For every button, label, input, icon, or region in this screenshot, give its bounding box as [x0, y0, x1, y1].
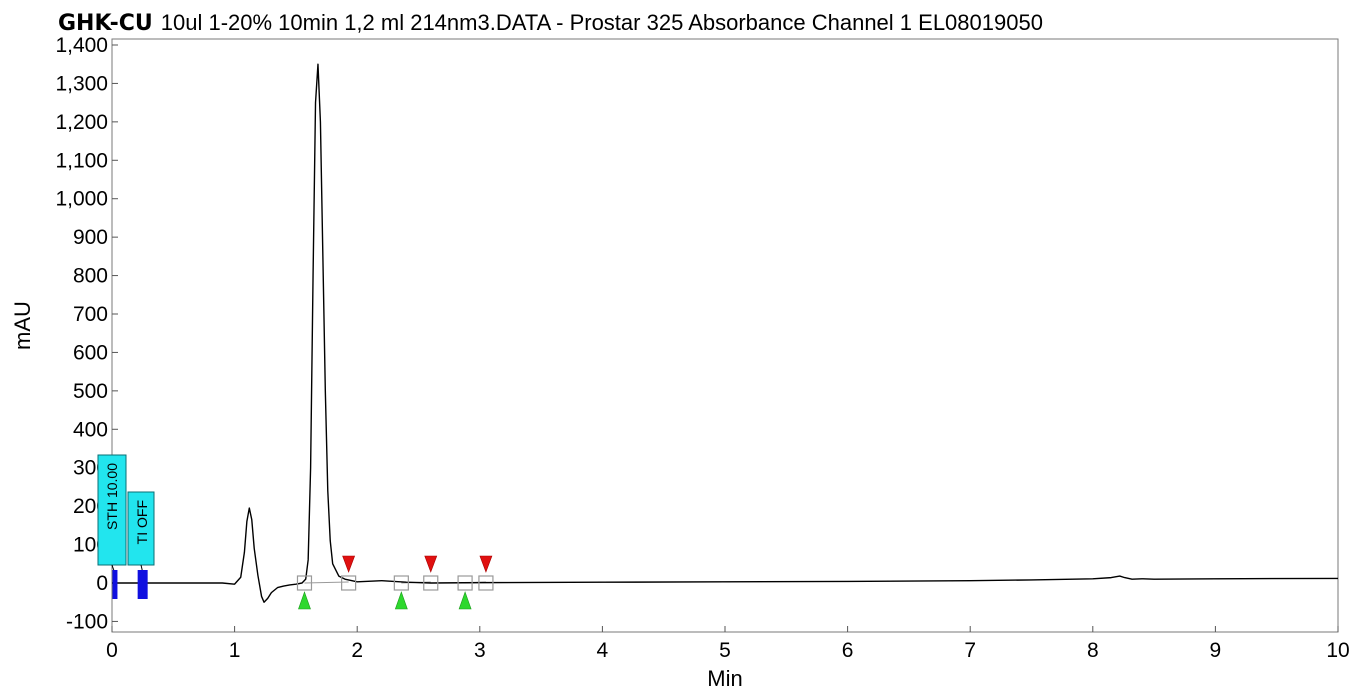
y-tick-label: 1,100	[55, 149, 108, 172]
x-tick-label: 9	[1210, 639, 1222, 662]
event-bar	[112, 570, 118, 599]
x-tick-label: 5	[719, 639, 731, 662]
sample-name: GHK-CU	[58, 11, 153, 36]
peak-start-box	[296, 575, 313, 591]
x-tick-label: 6	[842, 639, 854, 662]
y-tick-label: 700	[73, 303, 108, 326]
plot-frame	[111, 38, 1339, 633]
y-tick-label: 800	[73, 265, 108, 288]
peak-start-marker	[298, 591, 311, 610]
peak-end-box	[478, 575, 494, 591]
peak-start-box	[457, 575, 473, 591]
chromatogram-trace	[112, 63, 1339, 603]
peak-start-box	[393, 575, 409, 591]
y-tick-label: 1,000	[55, 188, 108, 211]
y-tick-label: 500	[73, 380, 108, 403]
x-tick-label: 1	[229, 639, 241, 662]
event-label-box	[127, 491, 155, 566]
x-tick-label: 3	[474, 639, 486, 662]
event-label-text: STH 10.00	[104, 463, 120, 530]
event-label-box	[97, 454, 127, 566]
x-tick-label: 4	[597, 639, 609, 662]
y-tick-label: -100	[66, 610, 108, 633]
chart-title: GHK-CU 10ul 1-20% 10min 1,2 ml 214nm3.DAT…	[58, 10, 1043, 36]
y-axis-label: mAU	[10, 301, 35, 350]
y-tick-label: 1,300	[55, 72, 108, 95]
peak-start-marker	[394, 591, 408, 610]
x-tick-label: 2	[351, 639, 363, 662]
y-tick-label: 600	[73, 341, 108, 364]
x-tick-label: 0	[106, 639, 118, 662]
peak-end-marker	[479, 555, 493, 573]
event-label-text: TI OFF	[134, 500, 150, 544]
x-tick-label: 10	[1326, 639, 1349, 662]
y-tick-label: 1,400	[55, 34, 108, 57]
y-tick-label: 1,200	[55, 111, 108, 134]
y-tick-label: 400	[73, 418, 108, 441]
x-tick-label: 7	[964, 639, 976, 662]
peak-start-marker	[458, 591, 472, 610]
x-axis-label: Min	[707, 666, 742, 689]
peak-end-box	[341, 575, 357, 591]
peak-end-marker	[342, 555, 356, 573]
y-tick-label: 0	[96, 572, 108, 595]
event-bar	[137, 570, 148, 599]
data-file-title: 10ul 1-20% 10min 1,2 ml 214nm3.DATA - Pr…	[160, 10, 1043, 35]
peak-end-marker	[424, 555, 438, 573]
x-tick-label: 8	[1087, 639, 1099, 662]
y-tick-label: 900	[73, 226, 108, 249]
peak-end-box	[423, 575, 439, 591]
